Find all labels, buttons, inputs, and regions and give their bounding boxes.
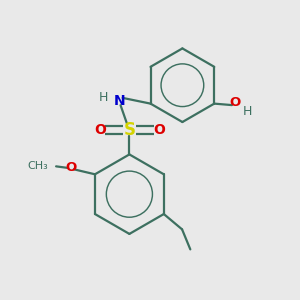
Text: O: O (65, 161, 76, 174)
Text: CH₃: CH₃ (27, 161, 48, 171)
Text: H: H (243, 105, 253, 118)
Text: N: N (113, 94, 125, 108)
Text: O: O (230, 96, 241, 109)
Text: H: H (99, 91, 109, 104)
Text: S: S (123, 121, 135, 139)
Text: O: O (153, 123, 165, 137)
Text: O: O (94, 123, 106, 137)
